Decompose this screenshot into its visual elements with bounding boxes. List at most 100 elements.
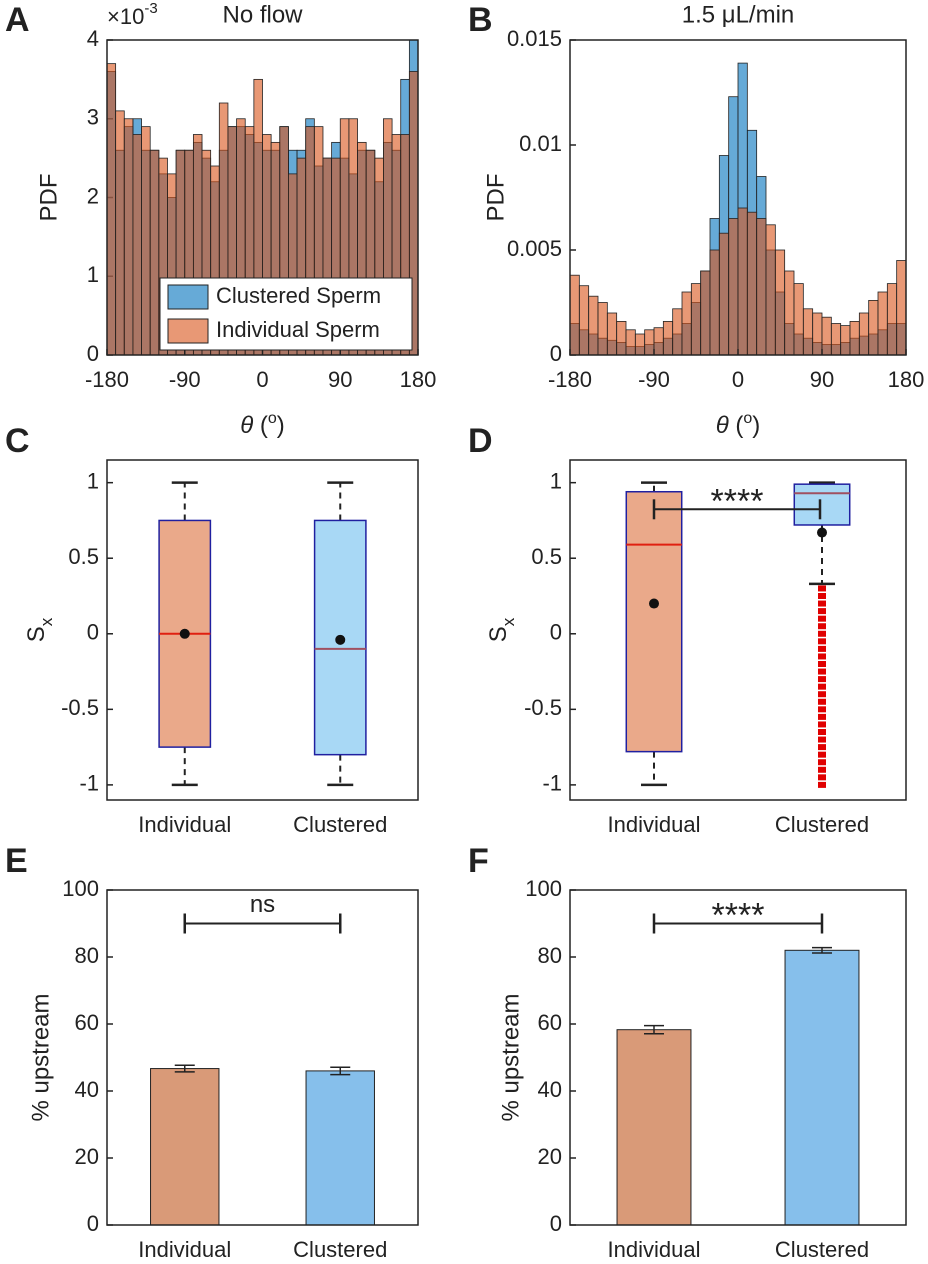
mean xyxy=(335,634,346,645)
hist-bar xyxy=(774,249,786,356)
outlier xyxy=(818,630,826,637)
x-tick-label: Individual xyxy=(608,812,701,837)
hist-bar xyxy=(132,134,142,356)
outlier xyxy=(818,638,826,645)
y-tick-label: -1 xyxy=(542,771,562,796)
hist-bar xyxy=(597,302,608,356)
bar xyxy=(616,1029,692,1226)
hist-bar xyxy=(765,224,776,356)
axes-frame xyxy=(106,39,419,356)
x-tick-label: -180 xyxy=(85,367,129,392)
hist-bar xyxy=(840,325,851,356)
label-part: θ xyxy=(716,412,729,439)
legend-swatch xyxy=(167,318,209,344)
outlier xyxy=(818,683,826,690)
hist-bar xyxy=(709,249,720,356)
y-tick-label: 0.015 xyxy=(507,26,562,51)
chart-title: No flow xyxy=(222,1,303,28)
outlier xyxy=(818,600,826,607)
y-axis-label: Sx xyxy=(485,617,518,642)
outlier xyxy=(818,781,826,788)
y-tick-label: 1 xyxy=(550,468,562,493)
hist-bar xyxy=(644,329,655,356)
hist-bar xyxy=(821,316,832,356)
y-tick-label: -0.5 xyxy=(524,695,562,720)
y-axis-label: Sx xyxy=(23,617,56,642)
x-tick-label: 0 xyxy=(256,367,268,392)
outlier xyxy=(818,706,826,713)
hist-bar xyxy=(877,291,888,356)
y-tick-label: 4 xyxy=(87,26,99,51)
outlier xyxy=(818,608,826,615)
panel-letter: B xyxy=(468,1,493,39)
axes-frame xyxy=(569,39,907,356)
y-tick-label: 0.5 xyxy=(531,544,562,569)
y-tick-label: 0 xyxy=(550,341,562,366)
y-tick-label: 3 xyxy=(87,105,99,130)
outlier xyxy=(818,751,826,758)
panel-letter: F xyxy=(468,842,489,880)
y-axis-label: % upstream xyxy=(27,993,54,1121)
hist-bar xyxy=(690,283,702,356)
y-tick-label: -0.5 xyxy=(61,695,99,720)
label-part: ) xyxy=(277,412,285,439)
label-part: θ xyxy=(240,412,253,439)
hist-bar xyxy=(737,207,748,356)
outlier xyxy=(818,653,826,660)
label-part: ( xyxy=(253,412,268,439)
y-tick-label: 20 xyxy=(75,1144,99,1169)
hist-bar xyxy=(700,270,711,356)
y-tick-label: 1 xyxy=(87,262,99,287)
hist-bar xyxy=(672,308,683,356)
bar xyxy=(784,949,860,1226)
y-tick-label: 0 xyxy=(550,1211,562,1236)
axis-exponent: ×10-3 xyxy=(107,0,158,28)
y-tick-label: 80 xyxy=(538,943,562,968)
x-tick-label: 180 xyxy=(400,367,437,392)
hist-bar xyxy=(728,218,739,356)
label-part: ( xyxy=(729,412,744,439)
y-axis-label: PDF xyxy=(35,174,62,222)
outlier xyxy=(818,645,826,652)
chart-title: 1.5 μL/min xyxy=(682,1,795,28)
outlier xyxy=(818,721,826,728)
legend-swatch xyxy=(167,284,209,310)
y-tick-label: -1 xyxy=(79,771,99,796)
bar xyxy=(150,1068,220,1226)
hist-bar xyxy=(569,274,580,356)
outlier xyxy=(818,713,826,720)
x-tick-label: 180 xyxy=(888,367,925,392)
label-part: -3 xyxy=(144,0,157,17)
label-part: o xyxy=(268,410,277,427)
x-tick-label: Clustered xyxy=(775,812,869,837)
legend-label: Individual Sperm xyxy=(216,317,380,342)
hist-bar xyxy=(858,312,870,356)
x-tick-label: Individual xyxy=(608,1237,701,1262)
hist-bar xyxy=(793,283,804,356)
axes-frame xyxy=(106,459,419,801)
x-tick-label: 90 xyxy=(328,367,352,392)
y-tick-label: 100 xyxy=(62,876,99,901)
hist-bar xyxy=(896,260,907,356)
hist-bar xyxy=(812,312,823,356)
x-tick-label: Clustered xyxy=(293,1237,387,1262)
outlier xyxy=(818,623,826,630)
label-part: ×10 xyxy=(107,4,144,29)
outlier xyxy=(818,729,826,735)
y-tick-label: 2 xyxy=(87,183,99,208)
hist-bar xyxy=(756,218,767,356)
y-axis-label: % upstream xyxy=(497,993,524,1121)
hist-bar xyxy=(625,329,636,356)
mean xyxy=(817,527,827,538)
hist-bar xyxy=(802,308,814,356)
outlier xyxy=(818,744,826,751)
y-tick-label: 40 xyxy=(75,1077,99,1102)
outlier xyxy=(818,698,826,705)
y-tick-label: 0 xyxy=(87,620,99,645)
panel-letter: D xyxy=(468,422,493,460)
x-tick-label: -90 xyxy=(169,367,201,392)
outlier xyxy=(818,676,826,683)
sig-label: **** xyxy=(712,896,765,934)
axes-frame xyxy=(569,459,907,801)
label-part: ) xyxy=(752,412,760,439)
